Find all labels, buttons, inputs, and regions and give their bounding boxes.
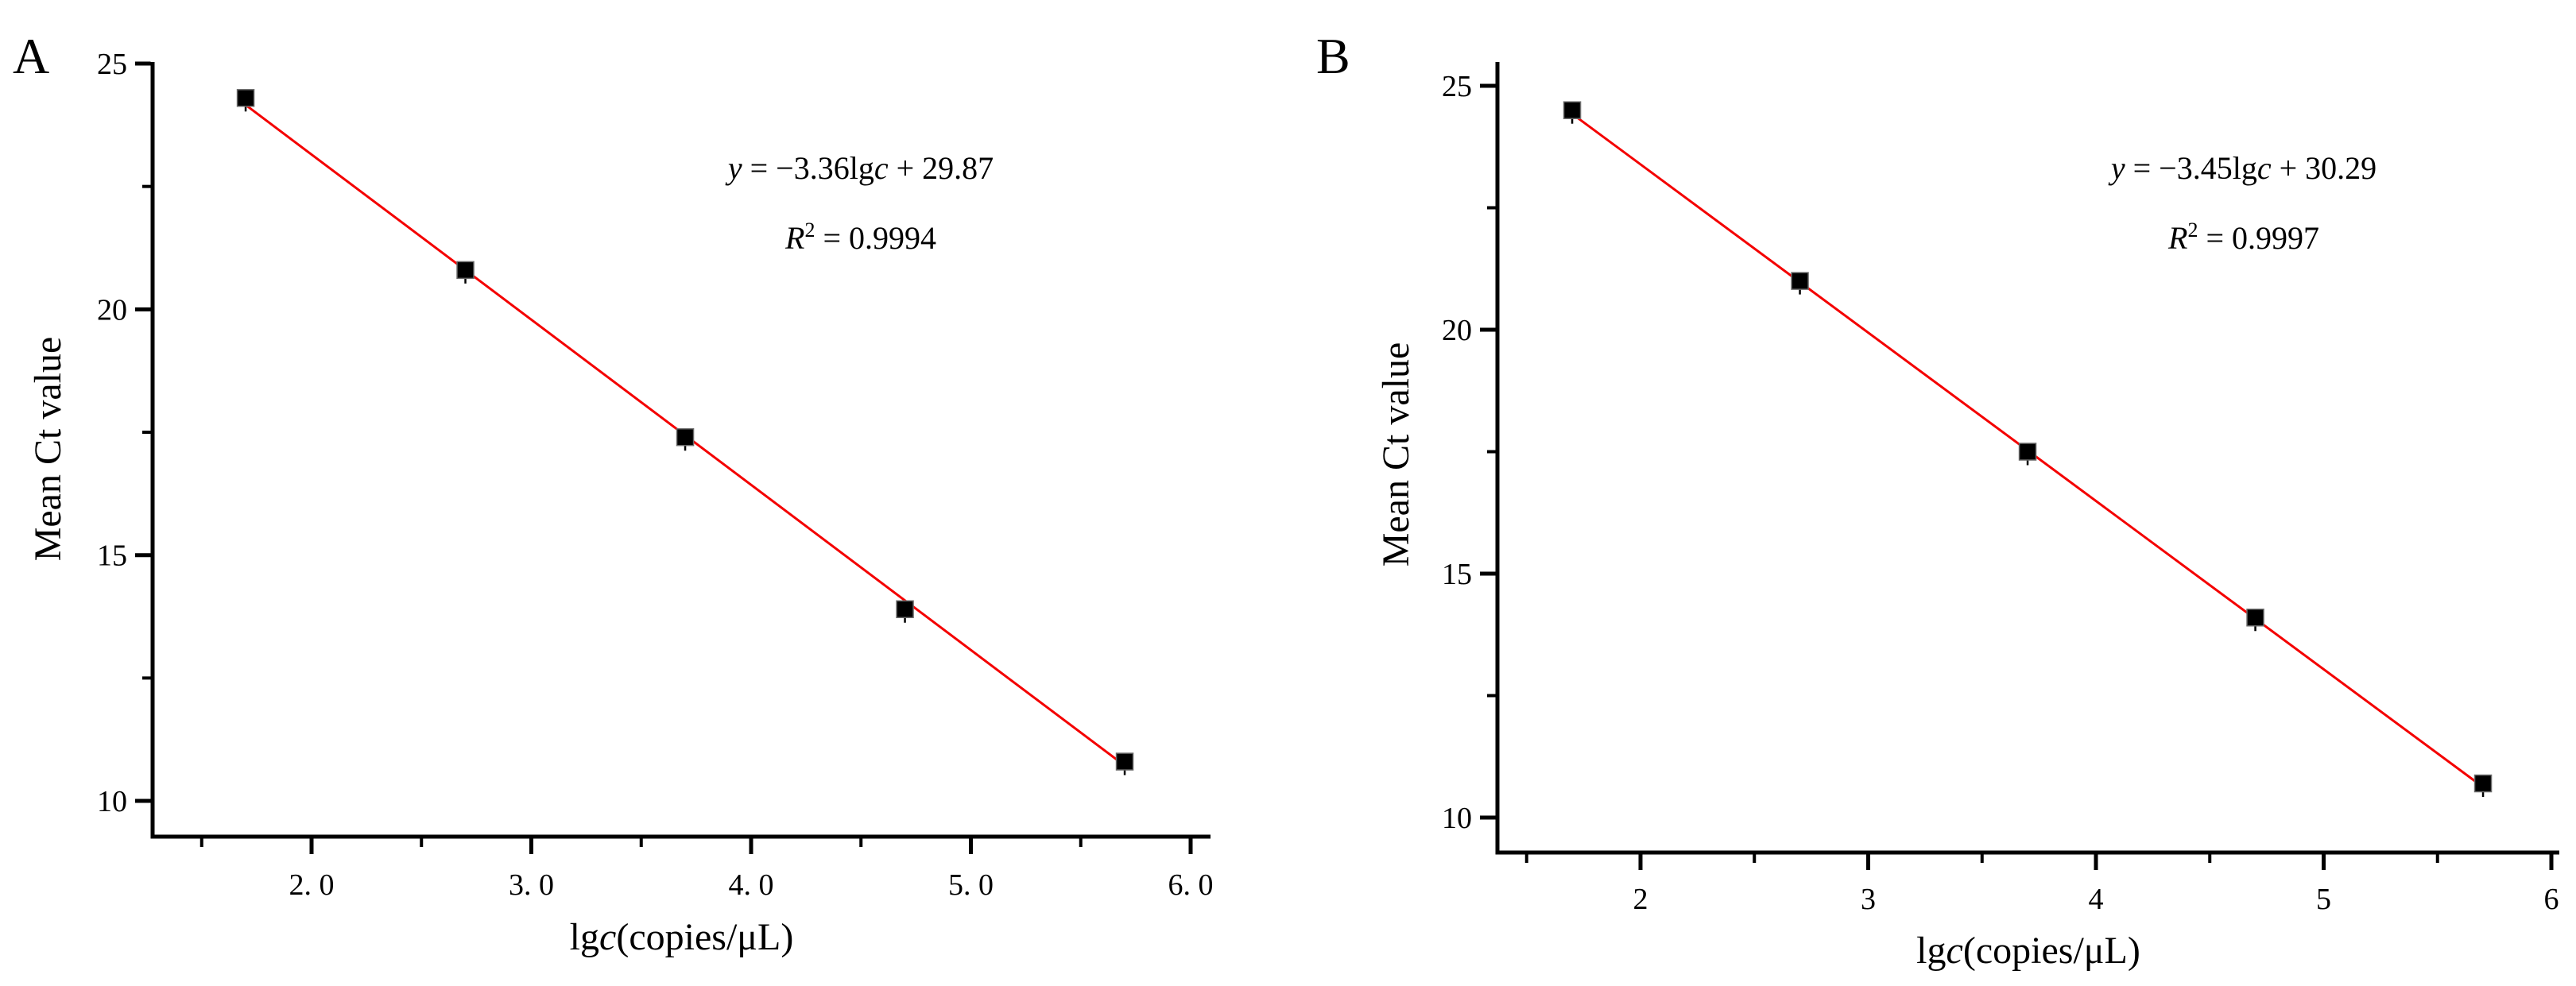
x-axis-title-part: (copies/μL)	[616, 916, 793, 958]
equation-text-part: y	[2108, 150, 2125, 186]
y-tick-label: 25	[1442, 70, 1472, 103]
panel-letter: B	[1316, 28, 1350, 84]
equation-text-part: + 29.87	[889, 150, 994, 186]
equation-text-part: = −3.36lg	[742, 150, 874, 186]
r-squared-text-part: R	[784, 220, 804, 256]
y-tick-label: 25	[97, 48, 127, 81]
y-tick-label: 15	[1442, 558, 1472, 591]
y-tick-label: 20	[97, 293, 127, 327]
data-point	[896, 600, 914, 619]
x-axis-title: lgc(copies/μL)	[570, 916, 794, 958]
x-tick-label: 2	[1633, 883, 1648, 916]
x-axis-title-part: (copies/μL)	[1963, 930, 2140, 972]
y-axis-title: Mean Ct value	[1375, 342, 1417, 567]
axes	[150, 62, 1211, 839]
r-squared-text-part: = 0.9997	[2198, 220, 2319, 256]
x-tick-label: 6. 0	[1168, 868, 1214, 902]
x-tick-label: 5. 0	[948, 868, 994, 902]
r-squared-text-part: R	[2167, 220, 2187, 256]
equation-text-part: y	[725, 150, 742, 186]
r-squared-text: R2 = 0.9997	[2167, 218, 2319, 256]
y-axis-title: Mean Ct value	[27, 337, 69, 562]
data-point	[456, 261, 475, 280]
data-point	[1563, 101, 1582, 119]
x-tick-label: 3. 0	[509, 868, 554, 902]
r-squared-text-part: 2	[2187, 218, 2198, 242]
data-point	[236, 89, 255, 107]
data-point	[1115, 752, 1134, 771]
equation-text-part: + 30.29	[2272, 150, 2377, 186]
axes	[1495, 62, 2559, 855]
x-tick-label: 3	[1861, 883, 1876, 916]
x-axis-title: lgc(copies/μL)	[1916, 930, 2140, 972]
x-axis-title-part: c	[599, 916, 616, 958]
y-tick-label: 15	[97, 539, 127, 573]
x-tick-label: 5	[2316, 883, 2331, 916]
panel-letter: A	[13, 28, 49, 84]
r-squared-text-part: = 0.9994	[815, 220, 936, 256]
x-axis-title-part: lg	[570, 916, 599, 958]
x-tick-label: 6	[2544, 883, 2559, 916]
y-tick-label: 10	[97, 785, 127, 818]
y-tick-label: 10	[1442, 802, 1472, 835]
x-axis-title-part: lg	[1916, 930, 1946, 972]
equation-text-part: = −3.45lg	[2125, 150, 2257, 186]
data-point	[1791, 272, 1809, 290]
y-tick-label: 20	[1442, 314, 1472, 347]
data-point	[2473, 774, 2493, 793]
data-point	[676, 427, 695, 447]
x-tick-label: 2. 0	[289, 868, 335, 902]
x-tick-label: 4	[2089, 883, 2104, 916]
x-axis-title-part: c	[1947, 930, 1963, 972]
data-point	[2018, 443, 2037, 461]
equation-text: y = −3.36lgc + 29.87	[725, 150, 994, 186]
equation-text-part: c	[2257, 150, 2272, 186]
equation-text: y = −3.45lgc + 30.29	[2108, 150, 2377, 186]
equation-text-part: c	[874, 150, 889, 186]
x-tick-label: 4. 0	[729, 868, 774, 902]
r-squared-text-part: 2	[804, 218, 815, 242]
r-squared-text: R2 = 0.9994	[784, 218, 936, 256]
data-point	[2246, 609, 2264, 627]
